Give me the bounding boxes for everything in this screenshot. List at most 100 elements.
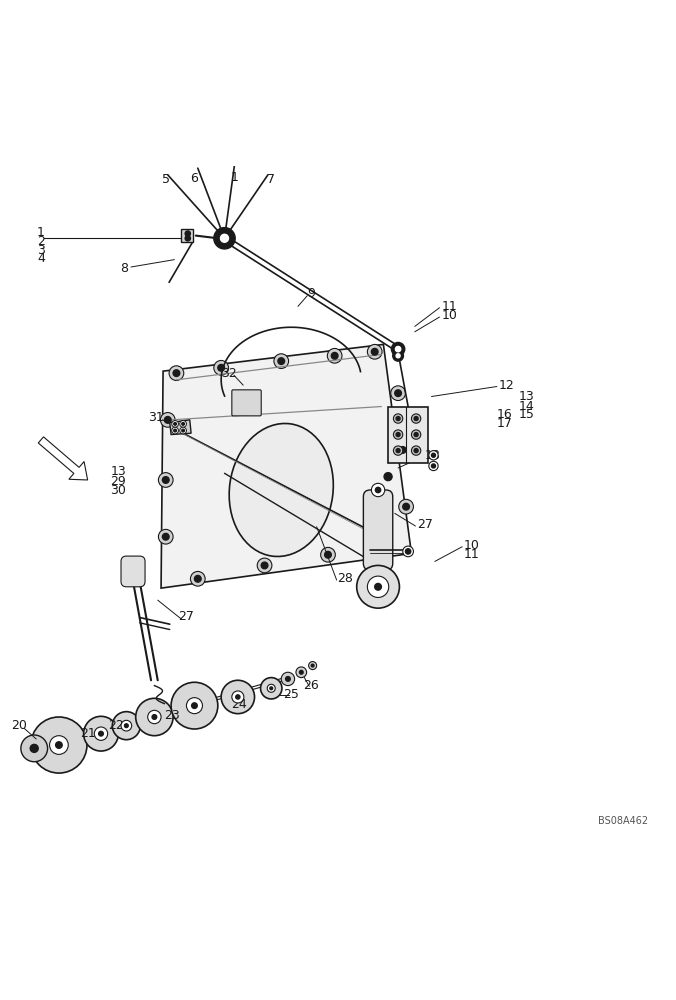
Circle shape [148,710,161,724]
Circle shape [221,680,255,714]
Circle shape [172,427,178,434]
Circle shape [172,421,178,427]
Text: 28: 28 [337,572,353,585]
Circle shape [396,417,400,421]
Circle shape [261,562,268,569]
Text: 5: 5 [162,173,170,186]
Text: 29: 29 [111,475,126,488]
Circle shape [21,735,47,762]
Circle shape [403,503,410,510]
Text: 30: 30 [110,484,126,497]
Text: 15: 15 [518,408,534,421]
Text: 21: 21 [80,727,95,740]
Circle shape [173,370,180,376]
Circle shape [278,358,285,364]
FancyArrow shape [39,437,88,480]
Circle shape [136,698,173,736]
Circle shape [412,430,420,439]
Text: 27: 27 [417,518,433,531]
Circle shape [274,354,289,368]
Circle shape [55,742,62,748]
Circle shape [371,348,378,355]
Circle shape [331,352,338,359]
Text: 7: 7 [267,173,275,186]
Text: 9: 9 [308,287,315,300]
Text: 13: 13 [111,465,126,478]
Circle shape [187,698,203,714]
Ellipse shape [229,423,333,556]
Circle shape [299,670,303,674]
Circle shape [124,724,128,728]
Circle shape [414,433,418,437]
Circle shape [431,464,435,468]
Text: 1: 1 [37,226,45,239]
FancyBboxPatch shape [121,556,145,587]
Circle shape [375,487,381,493]
Circle shape [281,672,295,686]
Circle shape [232,691,244,703]
Circle shape [399,499,414,514]
Circle shape [180,427,187,434]
Circle shape [320,547,335,562]
Circle shape [214,228,235,249]
Text: 13: 13 [518,390,534,403]
Circle shape [158,529,173,544]
Circle shape [158,473,173,487]
Text: 1: 1 [231,171,239,184]
Circle shape [236,695,240,699]
Text: 10: 10 [441,309,458,322]
Circle shape [311,664,314,667]
Text: 14: 14 [518,400,534,413]
Circle shape [367,576,389,597]
Circle shape [164,417,171,423]
Circle shape [99,731,103,736]
Circle shape [171,682,218,729]
Circle shape [31,717,87,773]
Circle shape [400,447,406,453]
Circle shape [327,348,342,363]
Circle shape [431,453,435,457]
Circle shape [378,542,385,549]
Text: 11: 11 [464,548,479,561]
FancyBboxPatch shape [232,390,261,416]
Text: 16: 16 [497,408,512,421]
Circle shape [391,342,405,356]
Circle shape [396,449,400,453]
Circle shape [393,430,403,439]
Circle shape [395,390,402,397]
Text: BS08A462: BS08A462 [598,816,648,826]
Circle shape [162,477,169,483]
Circle shape [412,446,420,455]
Circle shape [406,549,411,554]
Circle shape [152,715,157,719]
Circle shape [296,667,307,678]
Text: 2: 2 [37,235,45,248]
Circle shape [94,727,107,740]
Text: 6: 6 [191,172,198,185]
Polygon shape [170,420,191,435]
Circle shape [393,350,404,361]
Circle shape [195,575,201,582]
Circle shape [429,451,438,460]
Circle shape [182,423,185,425]
Circle shape [324,551,331,558]
Circle shape [393,414,403,423]
Circle shape [192,703,197,708]
Circle shape [395,346,401,352]
Bar [181,229,193,242]
Text: 11: 11 [441,300,457,313]
Circle shape [30,744,39,752]
Circle shape [185,236,191,241]
Circle shape [285,677,290,681]
Circle shape [309,662,316,670]
Circle shape [84,716,118,751]
Circle shape [412,414,420,423]
FancyBboxPatch shape [364,490,393,570]
Bar [388,407,428,463]
Text: 17: 17 [497,417,513,430]
Text: 10: 10 [464,539,479,552]
Circle shape [191,571,205,586]
Circle shape [396,433,400,437]
Circle shape [374,538,389,553]
Text: 31: 31 [149,411,164,424]
